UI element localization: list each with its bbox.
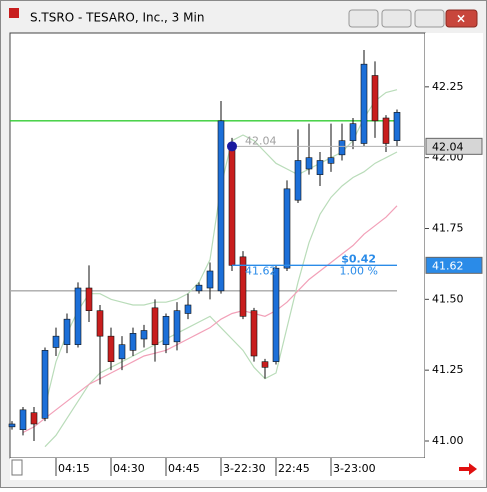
scroll-arrow[interactable] (459, 463, 477, 475)
candle-body (8, 423, 16, 428)
price-axis (425, 33, 483, 458)
y-tick-label: 42.25 (432, 80, 464, 93)
candle-body (162, 316, 170, 345)
candle-body (52, 335, 60, 348)
candle-body (250, 310, 258, 357)
measure-anchor (227, 141, 237, 152)
measure-change-label: $0.42 (341, 252, 376, 265)
candle-body (217, 120, 225, 292)
candle-body (118, 344, 126, 360)
measure-end-label: 41.62 (245, 264, 277, 277)
minimize-button[interactable] (381, 9, 412, 28)
candle-body (140, 330, 148, 340)
plot-area (9, 32, 426, 459)
close-button[interactable] (445, 9, 478, 28)
candle-body (129, 333, 137, 351)
candle-body (305, 157, 313, 170)
candle-body (228, 146, 236, 266)
candle-body (30, 412, 38, 425)
window-icon (9, 8, 19, 18)
window-title: S.TSRO - TESARO, Inc., 3 Min (30, 11, 204, 25)
candle-body (74, 287, 82, 345)
candle-body (151, 307, 159, 345)
x-tick-label: 3-22:30 (223, 462, 266, 475)
candle-body (96, 310, 104, 337)
candle-body (316, 160, 324, 175)
measure-start-label: 42.04 (245, 134, 277, 147)
link-button[interactable] (348, 9, 379, 28)
overlay-line (44, 151, 398, 448)
x-tick-label: 22:45 (278, 462, 310, 475)
x-tick-label: 04:15 (58, 462, 90, 475)
candle-body (41, 350, 49, 419)
candle-body (360, 63, 368, 144)
y-tick-label: 41.75 (432, 222, 464, 235)
candle-body (382, 117, 390, 144)
candle-body (349, 123, 357, 141)
y-tick-label: 41.25 (432, 363, 464, 376)
price-marker (425, 137, 483, 155)
candle-body (261, 361, 269, 368)
candle-body (283, 188, 291, 269)
candle-body (195, 284, 203, 292)
candle-body (85, 287, 93, 311)
x-tick-label: 3-23:00 (333, 462, 376, 475)
measure-percent-label: 1.00 % (340, 264, 378, 277)
x-tick-label: 04:45 (168, 462, 200, 475)
candle-body (393, 112, 401, 141)
y-tick-label: 41.00 (432, 434, 464, 447)
candle-body (371, 75, 379, 122)
overlay-line (22, 205, 398, 434)
time-axis (10, 458, 483, 480)
candle-body (327, 157, 335, 164)
candle-body (184, 304, 192, 314)
candle-body (107, 335, 115, 362)
y-tick-label: 41.50 (432, 292, 464, 305)
price-marker-label: 41.62 (432, 259, 464, 272)
candle-body (338, 140, 346, 156)
price-marker-label: 42.04 (432, 140, 464, 153)
x-tick-label: 04:30 (113, 462, 145, 475)
candle-body (239, 256, 247, 317)
close-icon: × (456, 12, 466, 26)
price-marker (425, 256, 483, 274)
candle-body (63, 318, 71, 345)
candle-body (294, 160, 302, 201)
candle-body (272, 267, 280, 362)
candle-body (19, 409, 27, 430)
maximize-button[interactable] (414, 9, 445, 28)
scroll-box[interactable] (11, 459, 23, 476)
candle-body (173, 310, 181, 343)
candle-body (206, 270, 214, 289)
